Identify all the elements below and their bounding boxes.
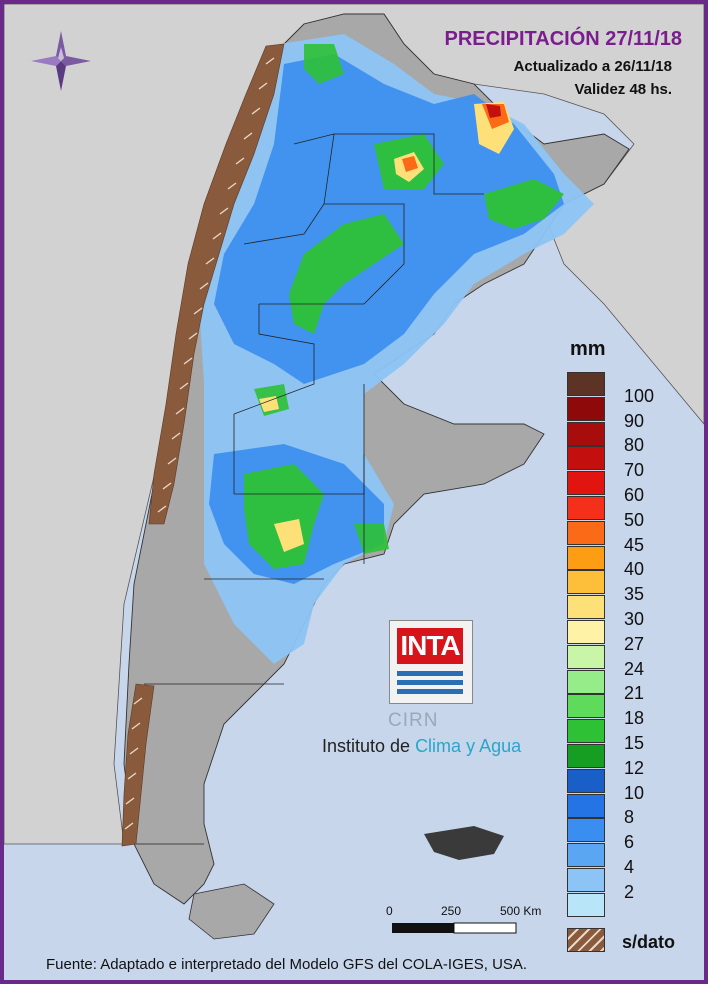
map-title: PRECIPITACIÓN 27/11/18 (444, 28, 683, 50)
legend-swatch (567, 570, 605, 595)
legend-label: 50 (624, 509, 645, 530)
legend-swatch (567, 694, 605, 719)
precipitation-map (4, 4, 704, 940)
legend-swatch (567, 768, 605, 793)
legend-swatch (567, 372, 605, 396)
province-boundaries (134, 133, 484, 845)
legend-swatch (567, 892, 605, 917)
cirn-logo: CIRN (388, 710, 439, 731)
legend-swatch (567, 620, 605, 644)
legend-label: 8 (624, 807, 635, 828)
legend-swatch (567, 496, 605, 520)
legend-label: 12 (624, 757, 645, 778)
legend-swatch (567, 644, 605, 669)
institute-highlight: Clima y Agua (415, 736, 522, 756)
legend-swatch (567, 471, 605, 496)
legend-swatch (567, 818, 605, 843)
legend-swatch (567, 520, 605, 545)
legend-label: 18 (624, 708, 645, 729)
legend-label: 70 (624, 460, 645, 481)
legend-label: 15 (624, 733, 645, 753)
legend-swatch (567, 719, 605, 744)
legend-label: 27 (624, 633, 645, 654)
legend-swatch (567, 744, 605, 768)
legend-swatch (567, 421, 605, 446)
no-data-band (148, 43, 285, 525)
scale-label-250: 250 (441, 904, 462, 918)
malvinas-islands (424, 826, 504, 860)
legend-swatch (567, 669, 605, 694)
legend-label: 80 (624, 435, 645, 456)
legend-label: 30 (624, 609, 645, 629)
legend-label: 21 (624, 683, 645, 704)
legend-label: 35 (624, 584, 645, 605)
legend-swatch (567, 545, 605, 570)
inta-logo: INTA (389, 620, 473, 704)
legend-swatch (567, 868, 605, 892)
no-data-hatching (124, 57, 275, 830)
validity-text: Validez 48 hs. (574, 81, 672, 98)
legend-swatch (567, 595, 605, 620)
legend-swatch (567, 446, 605, 471)
compass-rose-icon (31, 31, 91, 91)
no-data-label: s/dato (622, 932, 676, 952)
inta-logo-stripe (397, 680, 463, 685)
legend-label: 40 (624, 559, 645, 580)
scale-label-500: 500 Km (500, 904, 542, 918)
legend-label: 90 (624, 410, 645, 431)
legend-unit: mm (570, 338, 606, 360)
scale-label-0: 0 (386, 904, 393, 918)
legend-label: 10 (624, 782, 645, 803)
inta-logo-text: INTA (397, 628, 463, 664)
legend-label: 45 (624, 534, 645, 555)
legend-label: 4 (624, 857, 635, 877)
legend-swatch (567, 396, 605, 421)
legend-label: 6 (624, 832, 635, 853)
tierra-del-fuego (188, 883, 275, 940)
legend-label: 24 (624, 658, 645, 679)
legend-swatch (567, 843, 605, 868)
institute-name: Instituto de Clima y Agua (322, 736, 521, 757)
no-data-band-south (121, 683, 155, 847)
updated-date: Actualizado a 26/11/18 (513, 58, 672, 75)
no-data-swatch (567, 928, 605, 952)
source-note: Fuente: Adaptado e interpretado del Mode… (46, 956, 528, 973)
institute-prefix: Instituto de (322, 736, 416, 756)
legend-swatch (567, 793, 605, 818)
legend-label: 2 (624, 881, 635, 902)
legend-label: 60 (624, 485, 645, 505)
inta-logo-stripe (397, 689, 463, 694)
scale-bar (392, 922, 517, 934)
inta-logo-stripe (397, 671, 463, 676)
legend-label: 100 (624, 385, 655, 406)
